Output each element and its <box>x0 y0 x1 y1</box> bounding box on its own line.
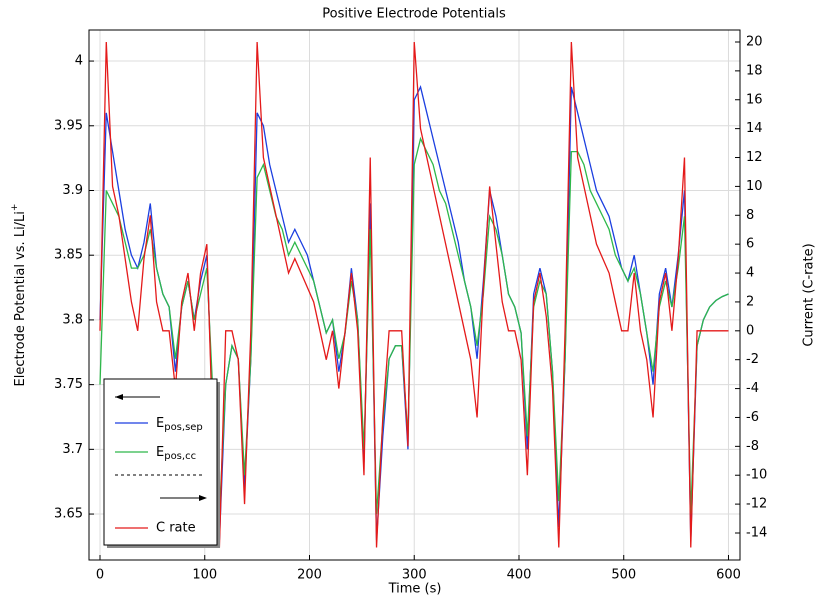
y2-tick-label: 2 <box>746 294 754 309</box>
y2-tick-label: 8 <box>746 208 754 223</box>
y-tick-label: 3.95 <box>54 118 83 133</box>
y2-tick-label: 14 <box>746 121 763 136</box>
y2-tick-label: -4 <box>746 381 759 396</box>
x-tick-label: 500 <box>611 568 636 583</box>
x-tick-label: 300 <box>402 568 427 583</box>
x-tick-label: 600 <box>716 568 741 583</box>
series-line <box>99 136 729 515</box>
x-tick-label: 100 <box>192 568 217 583</box>
x-tick-label: 0 <box>96 568 104 583</box>
y-tick-label: 3.8 <box>62 312 83 327</box>
y2-tick-label: 16 <box>746 92 763 107</box>
y2-tick-label: 20 <box>746 34 763 49</box>
legend-label: C rate <box>156 521 196 536</box>
legend-label: Epos,cc <box>156 445 196 463</box>
plot-area <box>89 30 740 560</box>
y-tick-label: 3.85 <box>54 248 83 263</box>
legend <box>103 378 220 548</box>
x-axis-label: Time (s) <box>388 582 442 597</box>
y2-tick-label: -8 <box>746 439 759 454</box>
chart-title: Positive Electrode Potentials <box>322 7 506 22</box>
y-tick-label: 3.7 <box>62 442 83 457</box>
legend-arrow-head <box>115 394 123 400</box>
legend-arrow-head <box>199 495 207 501</box>
y-axis-label: Electrode Potential vs. Li/Li+ <box>10 204 28 387</box>
legend-label: Epos,sep <box>156 416 203 434</box>
x-tick-label: 200 <box>297 568 322 583</box>
y-tick-label: 4 <box>75 54 83 69</box>
y-tick-label: 3.9 <box>62 183 83 198</box>
y2-tick-label: -6 <box>746 410 759 425</box>
x-tick-label: 400 <box>507 568 532 583</box>
y-tick-label: 3.65 <box>54 507 83 522</box>
y2-tick-label: 18 <box>746 63 763 78</box>
y2-axis-label: Current (C-rate) <box>802 243 816 346</box>
y2-tick-label: 0 <box>746 323 754 338</box>
y2-tick-label: -2 <box>746 352 759 367</box>
y2-tick-label: -14 <box>746 525 767 540</box>
y2-tick-label: -12 <box>746 497 767 512</box>
y2-tick-label: 10 <box>746 179 763 194</box>
series-line <box>99 41 729 548</box>
y2-tick-label: 4 <box>746 266 754 281</box>
y2-tick-label: 6 <box>746 237 754 252</box>
y2-tick-label: 12 <box>746 150 763 165</box>
legend-box <box>103 378 218 546</box>
y2-tick-label: -10 <box>746 468 767 483</box>
y-tick-label: 3.75 <box>54 377 83 392</box>
